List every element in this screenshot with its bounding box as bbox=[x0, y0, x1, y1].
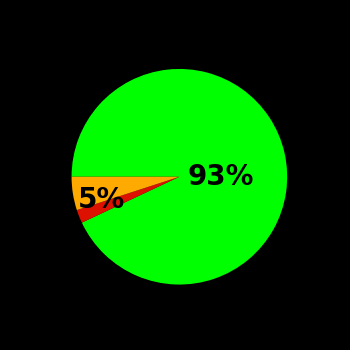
Wedge shape bbox=[71, 177, 179, 210]
Wedge shape bbox=[77, 177, 179, 223]
Wedge shape bbox=[71, 69, 287, 285]
Text: 93%: 93% bbox=[187, 163, 253, 191]
Text: 5%: 5% bbox=[78, 187, 125, 215]
